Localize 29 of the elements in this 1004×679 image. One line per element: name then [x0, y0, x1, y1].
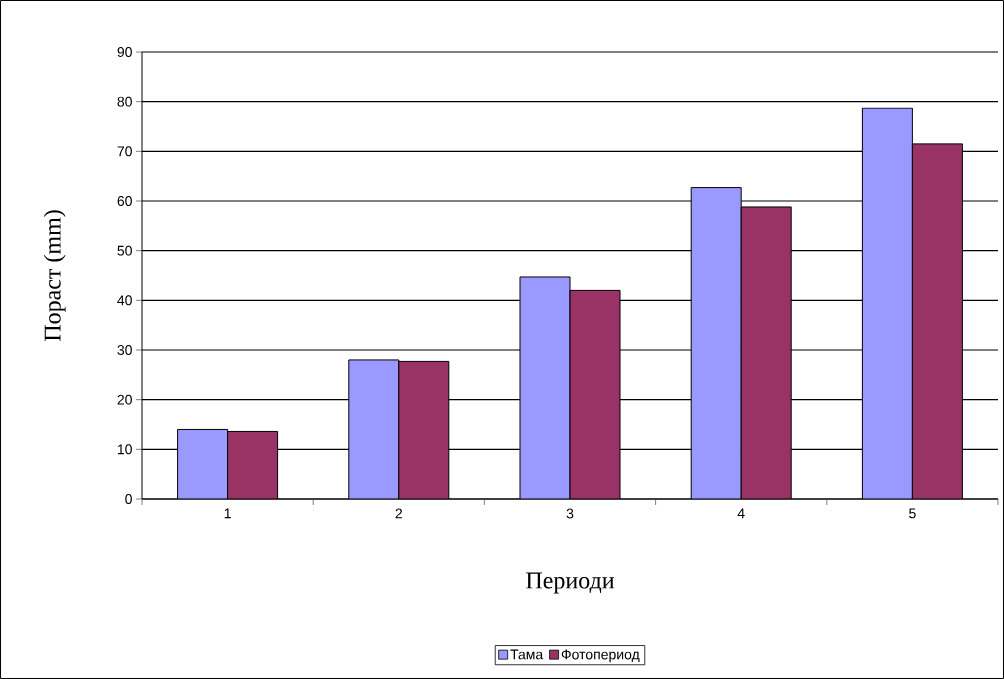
bar	[740, 206, 792, 499]
y-tick-label: 10	[117, 444, 132, 455]
y-tick-label: 70	[117, 146, 132, 157]
bar	[177, 428, 229, 499]
x-tick-label: 3	[566, 508, 574, 519]
y-tick-label: 80	[117, 96, 132, 107]
bar	[398, 360, 450, 499]
x-tick-label: 2	[395, 508, 402, 519]
y-tick-label: 20	[117, 394, 132, 405]
y-tick-label: 30	[117, 345, 132, 355]
legend-label: Фотопериод	[561, 649, 640, 663]
bar	[348, 359, 400, 499]
y-axis-title: Пораст (mm)	[43, 210, 66, 342]
bar	[227, 430, 279, 499]
x-tick-label: 1	[224, 508, 231, 519]
y-tick-label: 0	[125, 494, 132, 504]
bar	[911, 143, 963, 499]
x-axis-title: Периоди	[526, 572, 615, 594]
x-tick-label: 5	[909, 508, 916, 519]
y-tick-label: 50	[117, 245, 132, 256]
legend-label: Тама	[510, 649, 544, 660]
y-tick-label: 40	[117, 295, 132, 306]
y-tick-label: 60	[117, 196, 132, 206]
y-tick-label: 90	[117, 47, 132, 57]
x-tick-label: 4	[737, 508, 745, 519]
bar	[569, 289, 621, 499]
bar	[690, 187, 742, 499]
bar	[519, 276, 571, 499]
bar	[861, 107, 913, 499]
